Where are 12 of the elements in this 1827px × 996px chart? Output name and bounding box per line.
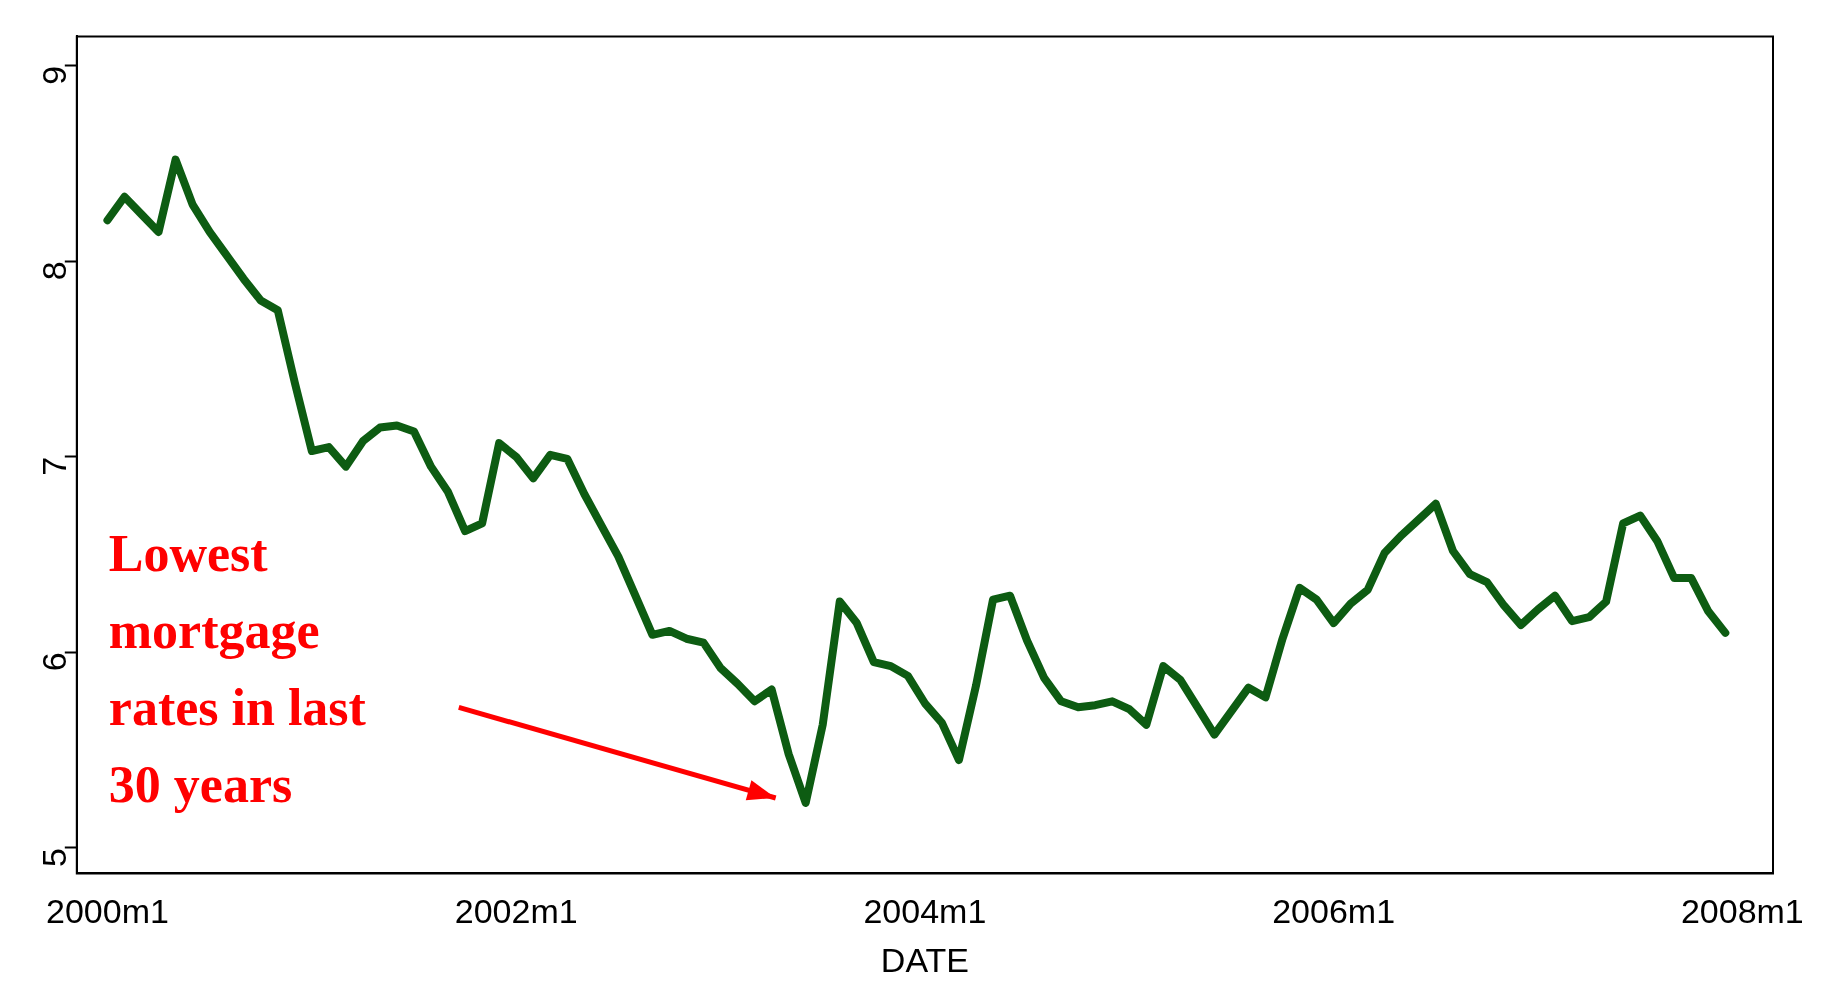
y-tick-label: 6 [35,652,74,672]
x-tick-label: 2008m1 [1680,892,1804,931]
x-axis-title: DATE [880,940,969,979]
x-tick-label: 2006m1 [1272,892,1396,931]
y-tick-label: 7 [35,456,74,476]
x-tick-label: 2000m1 [46,892,169,931]
x-tick-label: 2004m1 [863,892,987,931]
x-tick-label: 2002m1 [454,892,578,931]
y-tick-label: 8 [35,261,74,281]
y-tick-label: 5 [35,847,74,867]
y-tick-label: 9 [35,65,74,85]
annotation: Lowest mortgage rates in last 30 years [108,525,367,814]
